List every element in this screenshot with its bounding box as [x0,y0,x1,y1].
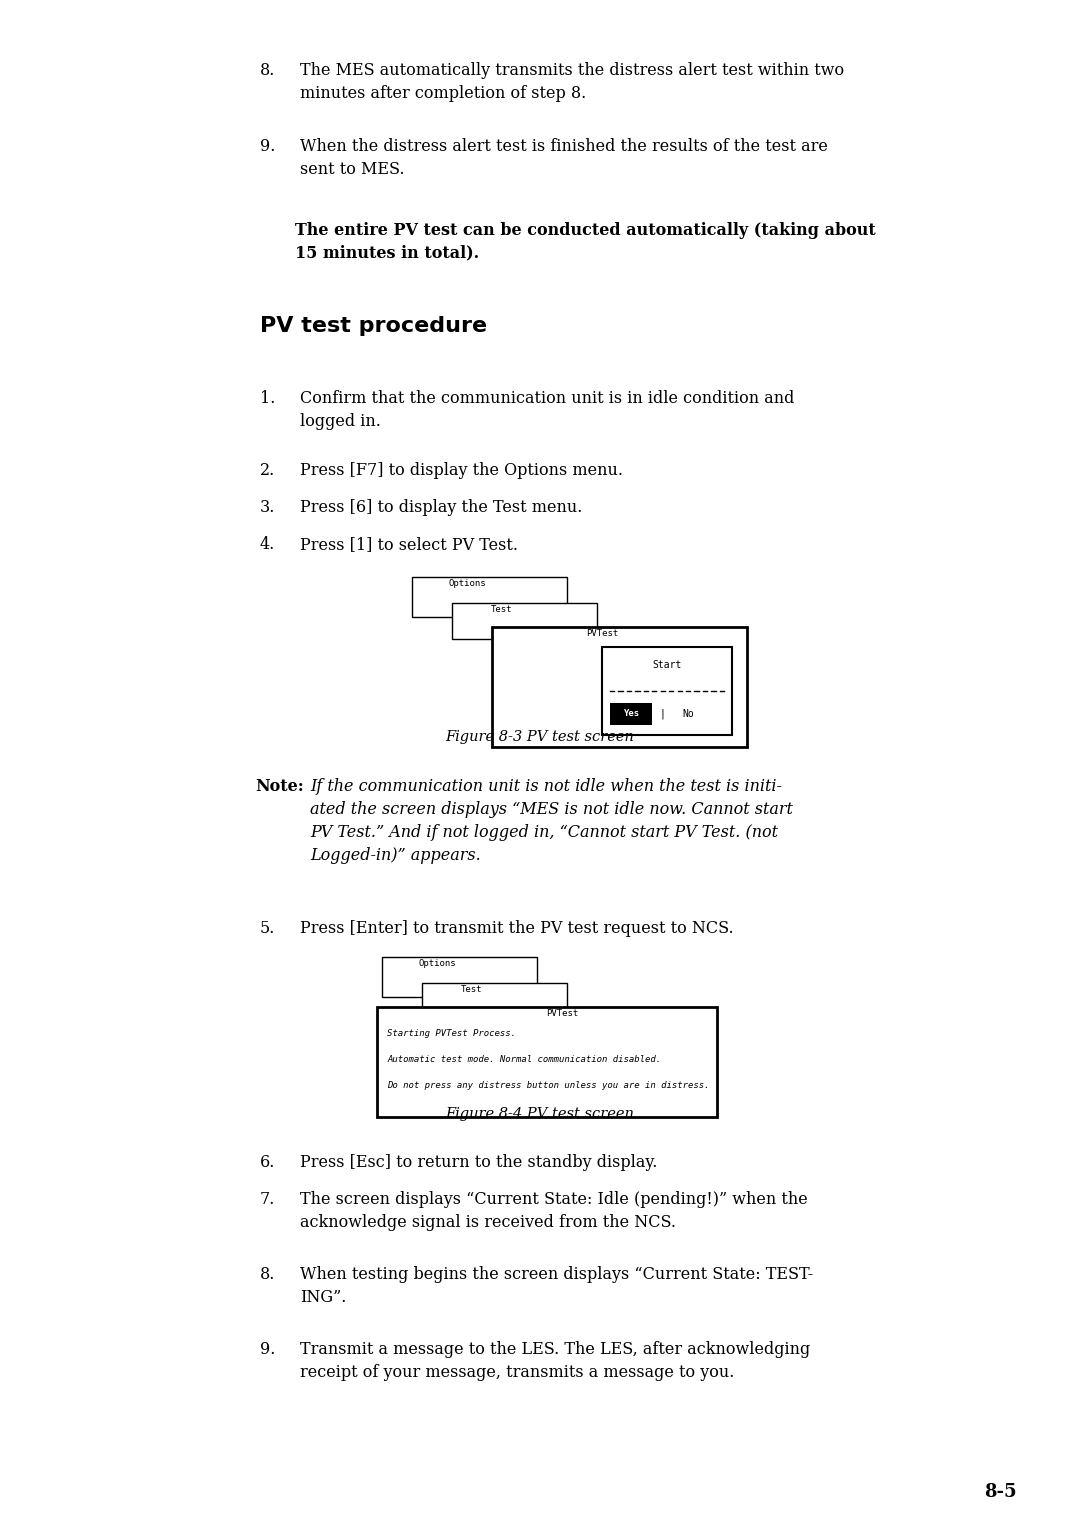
Text: When testing begins the screen displays “Current State: TEST-
ING”.: When testing begins the screen displays … [300,1267,813,1306]
Text: PVTest: PVTest [585,630,618,639]
Bar [382,957,537,996]
Text: Figure 8-3 PV test screen: Figure 8-3 PV test screen [446,730,634,744]
Text: Do not press any distress button unless you are in distress.: Do not press any distress button unless … [387,1080,710,1089]
Bar [422,983,567,1019]
Text: Test: Test [491,605,513,614]
Text: If the communication unit is not idle when the test is initi-
ated the screen di: If the communication unit is not idle wh… [310,778,793,863]
Text: Figure 8-4 PV test screen: Figure 8-4 PV test screen [446,1106,634,1122]
Text: Confirm that the communication unit is in idle condition and
logged in.: Confirm that the communication unit is i… [300,390,795,429]
Text: Automatic test mode. Normal communication disabled.: Automatic test mode. Normal communicatio… [387,1054,661,1063]
Text: Test: Test [461,986,483,995]
Text: No: No [681,709,693,720]
Text: 1.: 1. [260,390,275,406]
Text: Note:: Note: [255,778,303,795]
Text: When the distress alert test is finished the results of the test are
sent to MES: When the distress alert test is finished… [300,138,828,177]
Text: The entire PV test can be conducted automatically (taking about
15 minutes in to: The entire PV test can be conducted auto… [295,222,876,261]
Bar [602,646,732,735]
Text: Press [Esc] to return to the standby display.: Press [Esc] to return to the standby dis… [300,1154,658,1170]
Text: PV test procedure: PV test procedure [260,316,487,336]
Text: Press [1] to select PV Test.: Press [1] to select PV Test. [300,536,518,553]
Text: 8.: 8. [260,63,275,79]
Bar [453,604,597,639]
Bar [411,578,567,617]
Bar [610,703,652,724]
Text: The screen displays “Current State: Idle (pending!)” when the
acknowledge signal: The screen displays “Current State: Idle… [300,1190,808,1232]
Text: The MES automatically transmits the distress alert test within two
minutes after: The MES automatically transmits the dist… [300,63,845,102]
Text: Start: Start [652,660,681,669]
Bar [492,626,747,747]
Text: 7.: 7. [260,1190,275,1209]
Text: Starting PVTest Process.: Starting PVTest Process. [387,1028,516,1038]
Text: |: | [659,709,665,720]
Text: 9.: 9. [260,1342,275,1358]
Text: Transmit a message to the LES. The LES, after acknowledging
receipt of your mess: Transmit a message to the LES. The LES, … [300,1342,810,1381]
Text: Options: Options [448,579,486,588]
Text: Press [Enter] to transmit the PV test request to NCS.: Press [Enter] to transmit the PV test re… [300,920,733,937]
Text: Press [F7] to display the Options menu.: Press [F7] to display the Options menu. [300,461,623,478]
Text: 3.: 3. [260,500,275,516]
Text: PVTest: PVTest [545,1008,578,1018]
Text: Press [6] to display the Test menu.: Press [6] to display the Test menu. [300,500,582,516]
Text: 6.: 6. [260,1154,275,1170]
Text: 8-5: 8-5 [984,1484,1016,1500]
Text: 8.: 8. [260,1267,275,1284]
Text: Options: Options [418,960,456,969]
Text: Yes: Yes [623,709,639,718]
Text: 5.: 5. [260,920,275,937]
Bar [377,1007,717,1117]
Text: 2.: 2. [260,461,275,478]
Text: 4.: 4. [260,536,275,553]
Text: 9.: 9. [260,138,275,154]
